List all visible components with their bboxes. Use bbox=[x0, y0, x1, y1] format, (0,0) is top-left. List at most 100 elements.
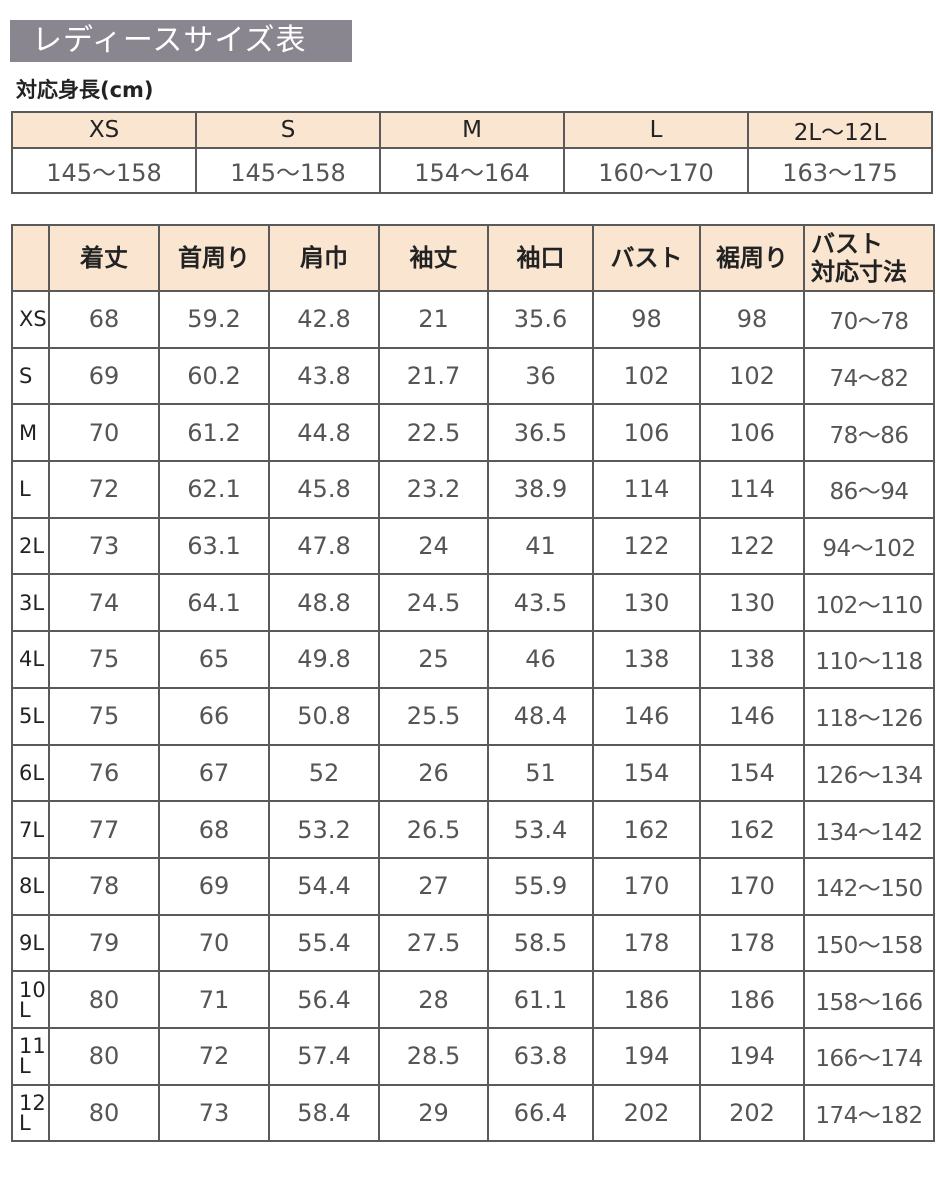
measurement-cell: 170 bbox=[699, 856, 805, 916]
size-label-cell: 5L bbox=[11, 686, 50, 746]
measurement-cell: 146 bbox=[592, 686, 701, 746]
measurement-cell: 78〜86 bbox=[803, 403, 935, 463]
measurement-cell: 26 bbox=[378, 743, 489, 803]
measurement-cell: 174〜182 bbox=[803, 1083, 935, 1143]
measurement-cell: 154 bbox=[592, 743, 701, 803]
measurement-cell: 134〜142 bbox=[803, 800, 935, 859]
size-label-cell: 4L bbox=[11, 630, 50, 689]
measurement-cell: 166〜174 bbox=[803, 1026, 935, 1086]
column-header-cell: 着丈 bbox=[48, 224, 160, 292]
measurement-cell: 76 bbox=[48, 743, 160, 803]
measurement-cell: 43.5 bbox=[487, 573, 594, 633]
measurement-cell: 186 bbox=[592, 970, 701, 1029]
measurement-cell: 146 bbox=[699, 686, 805, 746]
table-row: 2L 73 63.1 47.8 24 41 122 122 94〜102 bbox=[11, 516, 935, 576]
measurement-cell: 202 bbox=[699, 1083, 805, 1143]
size-label-cell: 9L bbox=[11, 913, 50, 973]
measurement-cell: 55.9 bbox=[487, 856, 594, 916]
measurement-cell: 48.8 bbox=[268, 573, 380, 633]
measurement-cell: 102 bbox=[592, 346, 701, 406]
measurement-cell: 67 bbox=[158, 743, 270, 803]
measurement-cell: 50.8 bbox=[268, 686, 380, 746]
measurement-cell: 22.5 bbox=[378, 403, 489, 463]
size-table-header-row: 着丈 首周り 肩巾 袖丈 袖口 バスト 裾周り バスト 対応寸法 bbox=[11, 224, 935, 292]
column-header-cell: 裾周り bbox=[699, 224, 805, 292]
measurement-cell: 69 bbox=[158, 856, 270, 916]
measurement-cell: 52 bbox=[268, 743, 380, 803]
measurement-cell: 53.4 bbox=[487, 800, 594, 859]
table-row: XS 68 59.2 42.8 21 35.6 98 98 70〜78 bbox=[11, 290, 935, 349]
measurement-cell: 21 bbox=[378, 290, 489, 349]
size-label-cell: 3L bbox=[11, 573, 50, 633]
measurement-cell: 80 bbox=[48, 1083, 160, 1143]
measurement-cell: 80 bbox=[48, 1026, 160, 1086]
table-row: 3L 74 64.1 48.8 24.5 43.5 130 130 102〜110 bbox=[11, 573, 935, 633]
measurement-cell: 114 bbox=[592, 460, 701, 519]
measurement-cell: 46 bbox=[487, 630, 594, 689]
size-label-cell: 8L bbox=[11, 856, 50, 916]
height-table-label: 対応身長(cm) bbox=[16, 78, 154, 102]
measurement-cell: 154 bbox=[699, 743, 805, 803]
measurement-cell: 110〜118 bbox=[803, 630, 935, 689]
size-label-cell: XS bbox=[11, 290, 50, 349]
measurement-cell: 75 bbox=[48, 630, 160, 689]
measurement-cell: 74〜82 bbox=[803, 346, 935, 406]
table-row: 12L 80 73 58.4 29 66.4 202 202 174〜182 bbox=[11, 1083, 935, 1143]
size-table: 着丈 首周り 肩巾 袖丈 袖口 バスト 裾周り バスト 対応寸法 XS 68 59.2 42.8 21 3… bbox=[11, 224, 935, 1143]
measurement-cell: 70〜78 bbox=[803, 290, 935, 349]
measurement-cell: 142〜150 bbox=[803, 856, 935, 916]
measurement-cell: 21.7 bbox=[378, 346, 489, 406]
column-header-cell: バスト 対応寸法 bbox=[803, 224, 935, 292]
table-row: S 69 60.2 43.8 21.7 36 102 102 74〜82 bbox=[11, 346, 935, 406]
column-header-cell: 袖丈 bbox=[378, 224, 489, 292]
table-row: 6L 76 67 52 26 51 154 154 126〜134 bbox=[11, 743, 935, 803]
measurement-cell: 102 bbox=[699, 346, 805, 406]
height-range-cell: 145〜158 bbox=[195, 147, 381, 194]
measurement-cell: 54.4 bbox=[268, 856, 380, 916]
measurement-cell: 36 bbox=[487, 346, 594, 406]
measurement-cell: 162 bbox=[699, 800, 805, 859]
size-label-cell: L bbox=[11, 460, 50, 519]
column-header-cell: バスト bbox=[592, 224, 701, 292]
size-header-cell: XS bbox=[11, 111, 197, 149]
measurement-cell: 24.5 bbox=[378, 573, 489, 633]
measurement-cell: 42.8 bbox=[268, 290, 380, 349]
column-header-cell bbox=[11, 224, 50, 292]
measurement-cell: 122 bbox=[699, 516, 805, 576]
measurement-cell: 61.2 bbox=[158, 403, 270, 463]
measurement-cell: 48.4 bbox=[487, 686, 594, 746]
table-row: 5L 75 66 50.8 25.5 48.4 146 146 118〜126 bbox=[11, 686, 935, 746]
size-label-cell: 6L bbox=[11, 743, 50, 803]
measurement-cell: 114 bbox=[699, 460, 805, 519]
size-label-cell: M bbox=[11, 403, 50, 463]
measurement-cell: 170 bbox=[592, 856, 701, 916]
measurement-cell: 56.4 bbox=[268, 970, 380, 1029]
measurement-cell: 64.1 bbox=[158, 573, 270, 633]
measurement-cell: 202 bbox=[592, 1083, 701, 1143]
table-row: L 72 62.1 45.8 23.2 38.9 114 114 86〜94 bbox=[11, 460, 935, 519]
height-table: XS S M L 2L〜12L 145〜158 145〜158 154〜164 160〜170… bbox=[11, 111, 933, 194]
measurement-cell: 194 bbox=[592, 1026, 701, 1086]
measurement-cell: 130 bbox=[699, 573, 805, 633]
measurement-cell: 65 bbox=[158, 630, 270, 689]
measurement-cell: 72 bbox=[158, 1026, 270, 1086]
measurement-cell: 29 bbox=[378, 1083, 489, 1143]
measurement-cell: 130 bbox=[592, 573, 701, 633]
height-range-cell: 160〜170 bbox=[563, 147, 749, 194]
measurement-cell: 86〜94 bbox=[803, 460, 935, 519]
measurement-cell: 158〜166 bbox=[803, 970, 935, 1029]
size-label-cell: 12L bbox=[11, 1083, 50, 1143]
measurement-cell: 43.8 bbox=[268, 346, 380, 406]
measurement-cell: 68 bbox=[158, 800, 270, 859]
column-header-cell: 首周り bbox=[158, 224, 270, 292]
table-row: M 70 61.2 44.8 22.5 36.5 106 106 78〜86 bbox=[11, 403, 935, 463]
measurement-cell: 28 bbox=[378, 970, 489, 1029]
size-label-cell: 11L bbox=[11, 1026, 50, 1086]
measurement-cell: 24 bbox=[378, 516, 489, 576]
table-row: 4L 75 65 49.8 25 46 138 138 110〜118 bbox=[11, 630, 935, 689]
measurement-cell: 25.5 bbox=[378, 686, 489, 746]
size-label-cell: S bbox=[11, 346, 50, 406]
measurement-cell: 79 bbox=[48, 913, 160, 973]
measurement-cell: 106 bbox=[592, 403, 701, 463]
size-label-cell: 2L bbox=[11, 516, 50, 576]
